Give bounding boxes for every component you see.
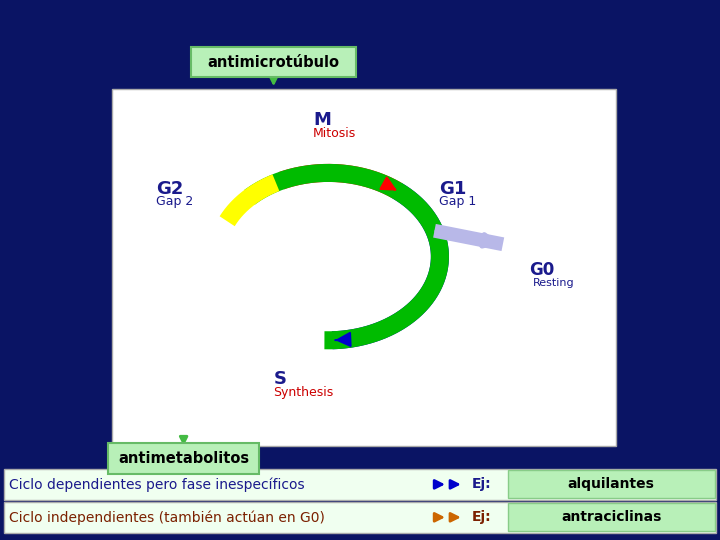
Text: Ej:: Ej: [472, 510, 491, 524]
Text: G2: G2 [156, 180, 184, 198]
Text: Mitosis: Mitosis [313, 127, 356, 140]
Text: antraciclinas: antraciclinas [561, 510, 662, 524]
Text: Ciclo dependientes pero fase inespecíficos: Ciclo dependientes pero fase inespecífic… [9, 477, 305, 491]
Text: G0: G0 [529, 261, 554, 279]
FancyBboxPatch shape [191, 47, 356, 77]
FancyBboxPatch shape [508, 470, 715, 498]
Text: Gap 2: Gap 2 [156, 195, 194, 208]
Text: S: S [274, 370, 287, 388]
Text: Ciclo independientes (también actúan en G0): Ciclo independientes (también actúan en … [9, 510, 325, 524]
FancyBboxPatch shape [508, 503, 715, 531]
Text: Resting: Resting [533, 278, 575, 288]
Text: alquilantes: alquilantes [568, 477, 654, 491]
Text: G1: G1 [439, 180, 467, 198]
Text: M: M [313, 111, 331, 129]
Text: Synthesis: Synthesis [274, 386, 334, 399]
Text: antimetabolitos: antimetabolitos [118, 451, 249, 466]
FancyBboxPatch shape [108, 443, 259, 474]
Text: Gap 1: Gap 1 [439, 195, 477, 208]
Text: antimicrotúbulo: antimicrotúbulo [207, 55, 340, 70]
FancyBboxPatch shape [4, 502, 716, 533]
FancyBboxPatch shape [4, 469, 716, 500]
FancyBboxPatch shape [112, 89, 616, 446]
Text: Ej:: Ej: [472, 477, 491, 491]
